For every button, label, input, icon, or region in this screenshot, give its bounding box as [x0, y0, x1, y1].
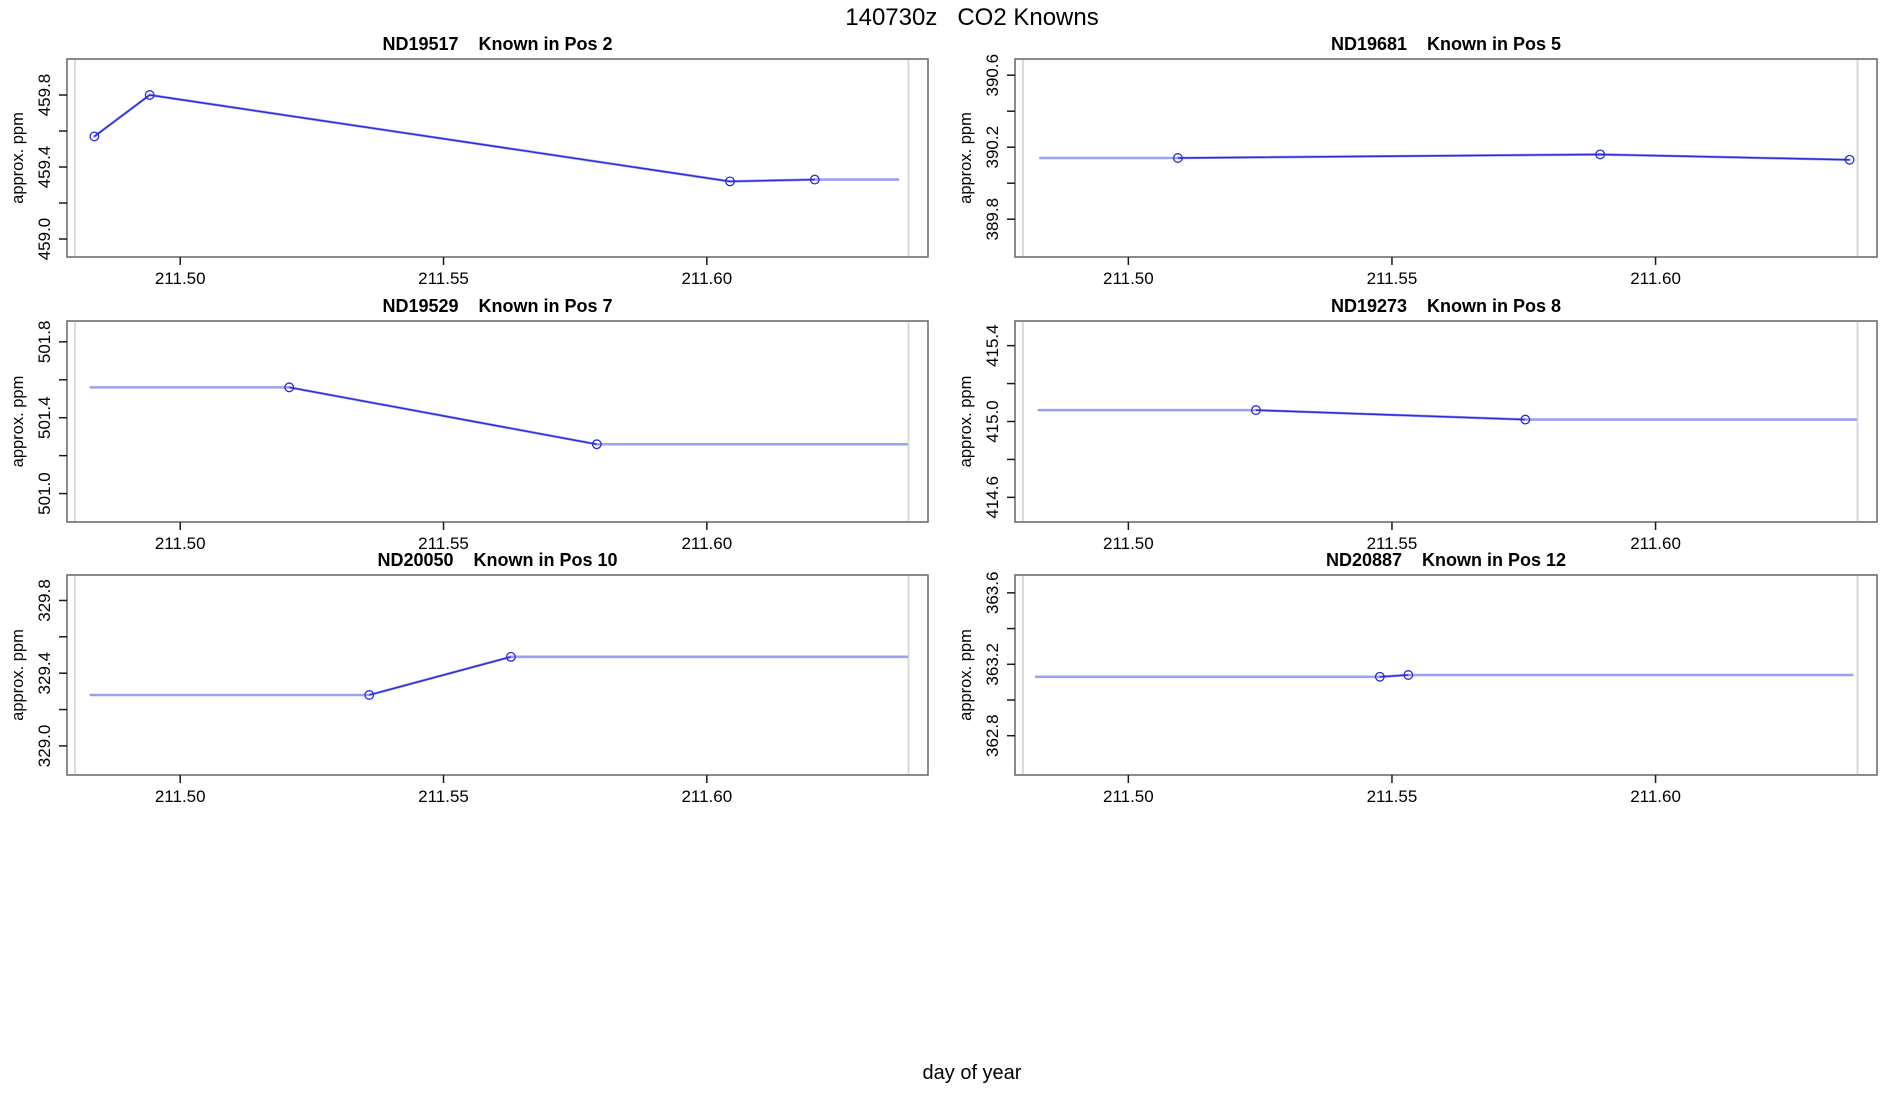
data-point: [1595, 149, 1606, 160]
x-tick-label: 211.50: [1103, 269, 1154, 288]
y-axis-title: approx. ppm: [957, 376, 975, 468]
y-tick-label: 415.0: [983, 400, 1002, 443]
plot-box: [1014, 320, 1878, 523]
panel-ND19529: ND19529 Known in Pos 7 211.50 211.55 211.60…: [9, 296, 929, 553]
x-tick-label: 211.60: [681, 534, 732, 553]
y-tick-label: 390.2: [983, 126, 1002, 169]
plot-box: [1014, 58, 1878, 258]
data-point: [1844, 154, 1855, 165]
data-point: [364, 690, 375, 700]
panel-ND20050: ND20050 Known in Pos 10 211.50 211.55 211.6…: [9, 550, 929, 806]
page-title: 140730z CO2 Knowns: [845, 4, 1099, 31]
x-tick-label: 211.60: [1630, 787, 1681, 806]
x-tick-label: 211.60: [1630, 269, 1681, 288]
data-line-smooth: [93, 93, 900, 183]
y-tick-label: 501.0: [35, 472, 54, 515]
y-axis-title: approx. ppm: [957, 112, 975, 204]
data-line: [1255, 409, 1526, 421]
panel-ND19681: ND19681 Known in Pos 5 211.50 211.55 211.60…: [957, 34, 1878, 288]
x-tick-label: 211.55: [1367, 269, 1418, 288]
panel-title: ND19517 Known in Pos 2: [382, 34, 612, 54]
data-line: [369, 656, 512, 696]
x-tick-label: 211.60: [1630, 534, 1681, 553]
y-axis-title: approx. ppm: [9, 376, 27, 468]
data-point: [725, 176, 735, 187]
y-axis-title: approx. ppm: [9, 629, 27, 721]
x-tick-label: 211.55: [418, 534, 469, 553]
plot-box: [66, 574, 929, 776]
data-point: [284, 382, 295, 393]
panel-title: ND19273 Known in Pos 8: [1331, 296, 1561, 316]
panel-ND19517: ND19517 Known in Pos 2 211.50 211.55 211.60…: [9, 34, 929, 288]
y-axis-title: approx. ppm: [9, 112, 27, 204]
x-tick-label: 211.50: [155, 787, 206, 806]
panel-ND20887: ND20887 Known in Pos 12 211.50 211.55 211.6…: [957, 550, 1878, 806]
y-tick-label: 329.4: [35, 652, 54, 695]
data-point: [1250, 405, 1261, 416]
x-tick-label: 211.50: [155, 269, 206, 288]
x-tick-label: 211.50: [155, 534, 206, 553]
data-line: [93, 94, 815, 183]
y-tick-label: 329.8: [35, 579, 54, 622]
data-point: [505, 651, 516, 662]
panel-ND19273: ND19273 Known in Pos 8 211.50 211.55 211.60…: [957, 296, 1878, 553]
data-point: [144, 90, 155, 100]
x-tick-label: 211.55: [418, 787, 469, 806]
y-tick-label: 459.4: [35, 146, 54, 189]
data-line-smooth: [1034, 673, 1854, 679]
plot-box: [66, 58, 929, 258]
panel-title: ND20050 Known in Pos 10: [377, 550, 617, 570]
y-tick-label: 415.4: [983, 324, 1002, 367]
y-axis-title: approx. ppm: [957, 629, 975, 721]
panel-title: ND19681 Known in Pos 5: [1331, 34, 1561, 54]
y-tick-label: 363.6: [983, 572, 1002, 615]
plot-box: [1014, 574, 1878, 776]
x-tick-label: 211.50: [1103, 787, 1154, 806]
data-point: [1403, 670, 1414, 680]
y-tick-label: 390.6: [983, 54, 1002, 97]
y-tick-label: 414.6: [983, 476, 1002, 519]
y-tick-label: 459.0: [35, 218, 54, 261]
data-point: [809, 174, 820, 185]
data-line: [289, 386, 597, 445]
data-point: [591, 439, 602, 450]
data-line: [1177, 153, 1850, 161]
y-tick-label: 389.8: [983, 198, 1002, 241]
data-point: [89, 131, 100, 142]
y-tick-label: 459.8: [35, 74, 54, 117]
panel-title: ND19529 Known in Pos 7: [382, 296, 612, 316]
data-point: [1172, 153, 1183, 163]
data-line-smooth: [89, 386, 909, 446]
data-line-smooth: [89, 655, 909, 697]
x-tick-label: 211.55: [1367, 534, 1418, 553]
plot-box: [66, 320, 929, 523]
panel-title: ND20887 Known in Pos 12: [1326, 550, 1566, 570]
y-tick-label: 363.2: [983, 643, 1002, 686]
y-tick-label: 501.4: [35, 396, 54, 439]
y-tick-label: 501.8: [35, 321, 54, 364]
x-tick-label: 211.50: [1103, 534, 1154, 553]
x-tick-label: 211.60: [681, 787, 732, 806]
x-tick-label: 211.60: [681, 269, 732, 288]
y-tick-label: 329.0: [35, 725, 54, 768]
x-axis-title: day of year: [922, 1062, 1022, 1084]
data-line-smooth: [1037, 408, 1858, 421]
x-tick-label: 211.55: [418, 269, 469, 288]
y-tick-label: 362.8: [983, 714, 1002, 757]
x-tick-label: 211.55: [1367, 787, 1418, 806]
data-point: [1520, 414, 1531, 425]
data-point: [1374, 671, 1385, 682]
